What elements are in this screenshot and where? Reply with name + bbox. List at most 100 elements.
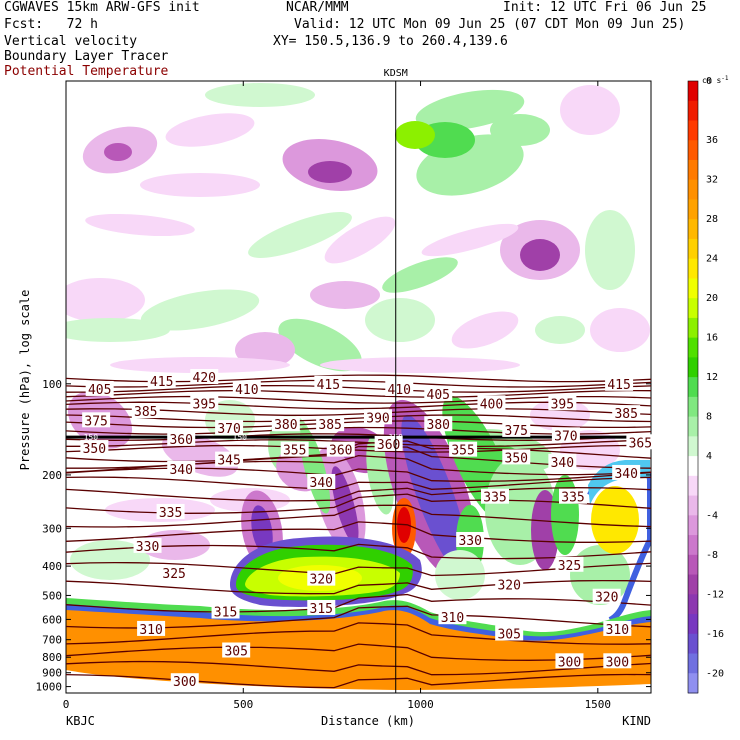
theta-label-bg: [211, 603, 240, 619]
theta-label: 310: [139, 623, 162, 638]
y-tick-label: 400: [42, 560, 62, 573]
vv-patch: [551, 475, 579, 555]
tropopause-label: 150: [84, 433, 99, 442]
theta-label: 330: [136, 540, 159, 555]
colorbar-swatch: [688, 535, 698, 556]
theta-label: 310: [606, 623, 629, 638]
vv-patch: [365, 298, 435, 342]
theta-contour: [65, 593, 652, 613]
x-tick-label: 500: [233, 698, 253, 711]
theta-label-bg: [438, 609, 467, 625]
theta-contour: [65, 440, 652, 463]
colorbar-swatch: [688, 554, 698, 576]
theta-label-bg: [495, 576, 524, 592]
vv-patch: [585, 210, 635, 290]
theta-label: 420: [193, 371, 216, 386]
theta-label-bg: [385, 380, 414, 396]
colorbar-tick-label: 28: [706, 214, 718, 225]
theta-label-bg: [131, 403, 160, 419]
init-time: Init: 12 UTC Fri 06 Jun 25: [503, 0, 707, 15]
colorbar-swatch: [688, 159, 698, 181]
theta-label-bg: [314, 375, 343, 391]
theta-contour: [65, 543, 652, 560]
theta-label: 320: [497, 578, 520, 593]
y-tick-label: 500: [42, 589, 62, 602]
vv-patch: [66, 610, 651, 693]
theta-label-bg: [170, 673, 199, 689]
vv-patch: [165, 113, 255, 147]
theta-label-bg: [167, 430, 196, 446]
theta-label: 340: [551, 456, 574, 471]
y-tick-label: 600: [42, 613, 62, 626]
theta-label: 315: [310, 602, 333, 617]
colorbar-swatch: [688, 515, 698, 536]
colorbar-swatch: [688, 673, 698, 694]
vv-patch: [520, 239, 560, 271]
theta-label-bg: [612, 405, 641, 421]
y-tick-label: 800: [42, 651, 62, 664]
colorbar-tick-label: 12: [706, 372, 718, 383]
vv-patch: [140, 289, 260, 331]
colorbar-tick-label: 36: [706, 135, 718, 146]
theta-label: 410: [235, 383, 258, 398]
colorbar-swatch: [688, 199, 698, 220]
theta-label-bg: [502, 421, 531, 437]
vv-patch: [310, 281, 380, 309]
colorbar-swatch: [688, 614, 698, 635]
theta-label-bg: [559, 488, 587, 504]
colorbar-swatch: [688, 258, 698, 279]
theta-label: 365: [629, 436, 652, 451]
vv-patch: [104, 143, 132, 161]
theta-label: 335: [561, 491, 584, 506]
colorbar-swatch: [688, 140, 698, 161]
colorbar-tick-label: -4: [706, 510, 718, 521]
theta-label-bg: [477, 395, 506, 411]
theta-label-bg: [232, 380, 261, 396]
theta-label: 370: [217, 422, 240, 437]
colorbar-tick-label: -20: [706, 668, 724, 679]
vv-patch: [560, 85, 620, 135]
theta-label-bg: [82, 412, 111, 428]
colorbar-swatch: [688, 396, 698, 418]
theta-label-bg: [85, 380, 114, 396]
theta-label-bg: [551, 427, 580, 443]
theta-label-bg: [481, 488, 509, 504]
theta-label-bg: [307, 473, 336, 489]
theta-label: 345: [217, 454, 240, 469]
theta-label: 375: [505, 424, 528, 439]
theta-contour: [65, 384, 652, 393]
theta-label: 375: [84, 414, 107, 429]
theta-contour: [65, 643, 652, 661]
vv-patch: [205, 83, 315, 107]
theta-label-bg: [190, 395, 219, 411]
field-label-potential-temperature: Potential Temperature: [4, 64, 169, 79]
colorbar-tick-label: -12: [706, 589, 724, 600]
colorbar-tick-label: 32: [706, 175, 718, 186]
theta-label-bg: [626, 434, 655, 450]
theta-label-bg: [147, 373, 176, 389]
colorbar-swatch: [688, 120, 698, 141]
colorbar-swatch: [688, 633, 698, 655]
theta-label: 390: [366, 411, 389, 426]
theta-label-bg: [424, 416, 453, 432]
colorbar-swatch: [688, 495, 698, 516]
colorbar-swatch: [688, 416, 698, 437]
theta-label: 350: [505, 451, 528, 466]
theta-contour: [65, 454, 652, 476]
theta-label: 315: [214, 606, 237, 621]
colorbar-frame: [687, 80, 699, 694]
theta-label-bg: [605, 375, 634, 391]
theta-label-bg: [190, 369, 219, 385]
colorbar-tick-label: 24: [706, 254, 718, 265]
theta-label-bg: [137, 620, 166, 636]
colorbar-tick-label: 4: [706, 451, 712, 462]
vv-patch: [66, 670, 651, 693]
theta-label-bg: [156, 503, 185, 519]
forecast-hour: Fcst: 72 h: [4, 17, 98, 32]
plot-frame: [65, 80, 652, 694]
theta-label-bg: [603, 620, 632, 636]
colorbar-tick-label: -8: [706, 550, 718, 561]
theta-label-bg: [160, 565, 189, 581]
colorbar-swatch: [688, 238, 698, 260]
colorbar-tick-label: 8: [706, 412, 712, 423]
